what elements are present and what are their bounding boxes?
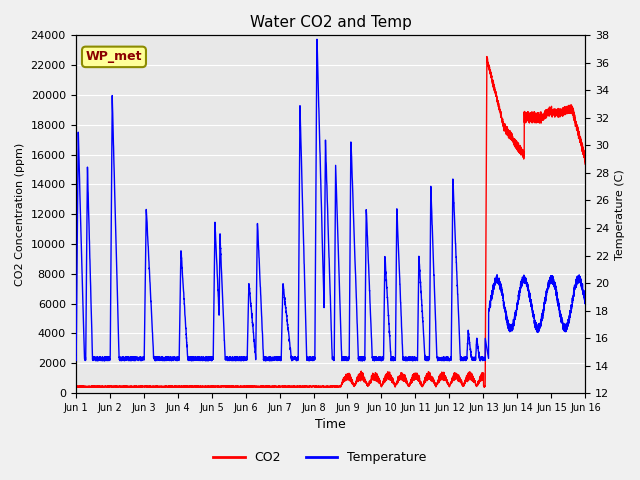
Text: WP_met: WP_met [86,50,142,63]
Y-axis label: CO2 Concentration (ppm): CO2 Concentration (ppm) [15,143,25,286]
Title: Water CO2 and Temp: Water CO2 and Temp [250,15,412,30]
X-axis label: Time: Time [315,419,346,432]
Y-axis label: Temperature (C): Temperature (C) [615,169,625,260]
Legend: CO2, Temperature: CO2, Temperature [208,446,432,469]
